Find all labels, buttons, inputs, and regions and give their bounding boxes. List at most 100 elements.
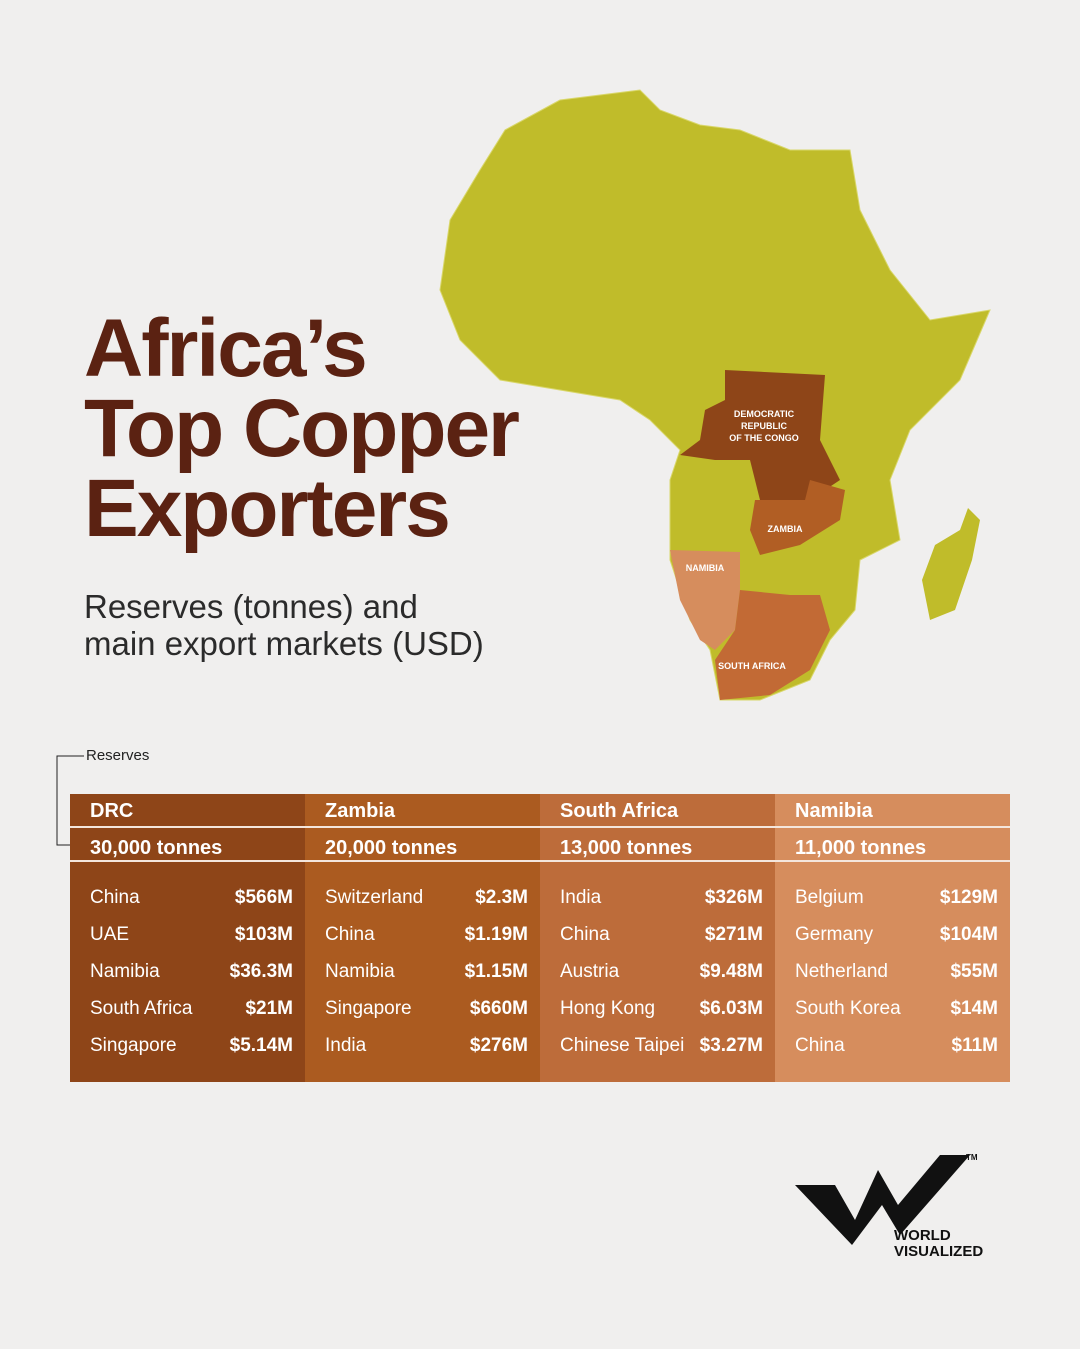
market-row: India $326M [560,887,763,909]
separator [775,826,1010,828]
separator [775,860,1010,862]
separator [305,826,540,828]
market-country: Austria [560,961,620,982]
logo-text: VISUALIZED [894,1243,983,1260]
table-column: DRC 30,000 tonnes China $566M UAE $103M Namibi… [70,794,305,1082]
market-row: Belgium $129M [795,887,998,909]
map-label: ZAMBIA [768,524,803,534]
drc-shape [680,370,840,500]
separator [305,860,540,862]
logo-text: WORLD [894,1227,951,1244]
market-value: $2.3M [475,887,528,908]
market-value: $326M [704,887,763,908]
title-line: Top Copper [84,383,520,474]
market-row: Switzerland $2.3M [325,887,528,909]
africa [439,89,991,701]
market-value: $6.03M [699,998,763,1019]
market-country: Singapore [90,1035,177,1056]
market-country: Germany [795,924,874,945]
market-row: China $1.19M [325,924,528,946]
market-value: $271M [704,924,763,945]
market-row: South Korea $14M [795,998,998,1020]
separator [70,860,305,862]
africa-map: DEMOCRATIC REPUBLIC OF THE CONGO ZAMBIA … [439,89,991,701]
map-label: OF THE CONGO [729,433,799,443]
market-value: $3.27M [699,1035,763,1056]
market-row: Namibia $36.3M [90,961,293,983]
market-value: $1.15M [464,961,528,982]
market-country: South Africa [90,998,193,1019]
market-country: Namibia [90,961,160,982]
separator [70,826,305,828]
market-row: China $11M [795,1035,998,1057]
market-row: Singapore $660M [325,998,528,1020]
reserves: 11,000 tonnes [795,837,927,859]
table-column: Namibia 11,000 tonnes Belgium $129M Germany $… [775,794,1010,1082]
reserves: 30,000 tonnes [90,837,223,859]
country-header: South Africa [560,800,679,822]
market-value: $276M [469,1035,528,1056]
market-value: $14M [950,998,998,1019]
market-country: India [325,1035,367,1056]
market-row: China $271M [560,924,763,946]
market-value: $1.19M [464,924,528,945]
subtitle-line: Reserves (tonnes) and [84,588,418,625]
market-value: $129M [939,887,998,908]
reserves: 13,000 tonnes [560,837,693,859]
logo: WORLD VISUALIZED TM [795,1153,983,1260]
market-value: $21M [245,998,293,1019]
map-label: NAMIBIA [686,563,725,573]
market-value: $103M [234,924,293,945]
market-value: $660M [469,998,528,1019]
annotation: Reserves [86,747,150,764]
market-value: $5.14M [229,1035,293,1056]
market-value: $566M [234,887,293,908]
logo-tm: TM [966,1153,978,1162]
market-row: South Africa $21M [90,998,293,1020]
market-row: Netherland $55M [795,961,998,983]
country-header: DRC [90,800,134,822]
market-row: Chinese Taipei $3.27M [560,1035,763,1057]
madagascar [922,508,980,620]
market-country: Hong Kong [560,998,656,1019]
market-country: Chinese Taipei [560,1035,685,1056]
market-row: India $276M [325,1035,528,1057]
market-value: $9.48M [699,961,763,982]
market-country: South Korea [795,998,901,1019]
table-column: South Africa 13,000 tonnes India $326M China… [540,794,775,1082]
namibia-shape [670,550,740,650]
map-label: DEMOCRATIC [734,409,795,419]
market-value: $55M [950,961,998,982]
market-country: China [560,924,610,945]
market-country: Netherland [795,961,888,982]
market-country: Belgium [795,887,864,908]
subtitle-line: main export markets (USD) [84,625,484,662]
title-line: Exporters [84,463,451,554]
zambia-shape [750,480,845,555]
market-country: India [560,887,602,908]
market-country: China [795,1035,845,1056]
market-country: China [325,924,375,945]
south-africa-shape [715,590,830,700]
country-header: Zambia [325,800,396,822]
market-country: China [90,887,140,908]
market-country: Singapore [325,998,412,1019]
market-country: UAE [90,924,130,945]
market-row: China $566M [90,887,293,909]
reserves: 20,000 tonnes [325,837,458,859]
separator [540,860,775,862]
market-row: Hong Kong $6.03M [560,998,763,1020]
market-row: Singapore $5.14M [90,1035,293,1057]
map-label: REPUBLIC [741,421,788,431]
market-value: $36.3M [229,961,293,982]
map-label: SOUTH AFRICA [718,661,786,671]
country-header: Namibia [795,800,873,822]
market-row: UAE $103M [90,924,293,946]
table-column: Zambia 20,000 tonnes Switzerland $2.3M China… [305,794,540,1082]
market-row: Namibia $1.15M [325,961,528,983]
market-row: Germany $104M [795,924,998,946]
market-country: Namibia [325,961,395,982]
title-line: Africa’s [84,303,368,394]
market-country: Switzerland [325,887,424,908]
